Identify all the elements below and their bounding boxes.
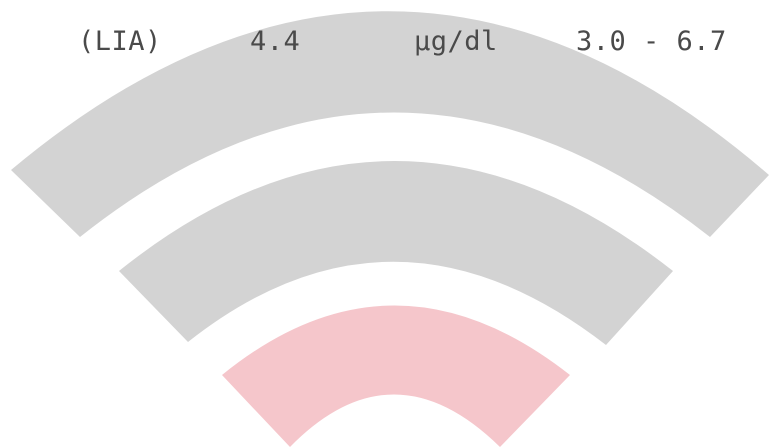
reference-range: 3.0 - 6.7 (576, 26, 727, 57)
result-value: 4.4 (250, 26, 301, 57)
unit-label: µg/dl (414, 26, 498, 57)
signal-arc-inner (222, 305, 570, 447)
signal-arc-middle (119, 161, 673, 345)
signal-arc-outer (11, 11, 769, 237)
result-row: (LIA) 4.4 µg/dl 3.0 - 6.7 (0, 26, 769, 66)
method-label: (LIA) (78, 26, 162, 57)
